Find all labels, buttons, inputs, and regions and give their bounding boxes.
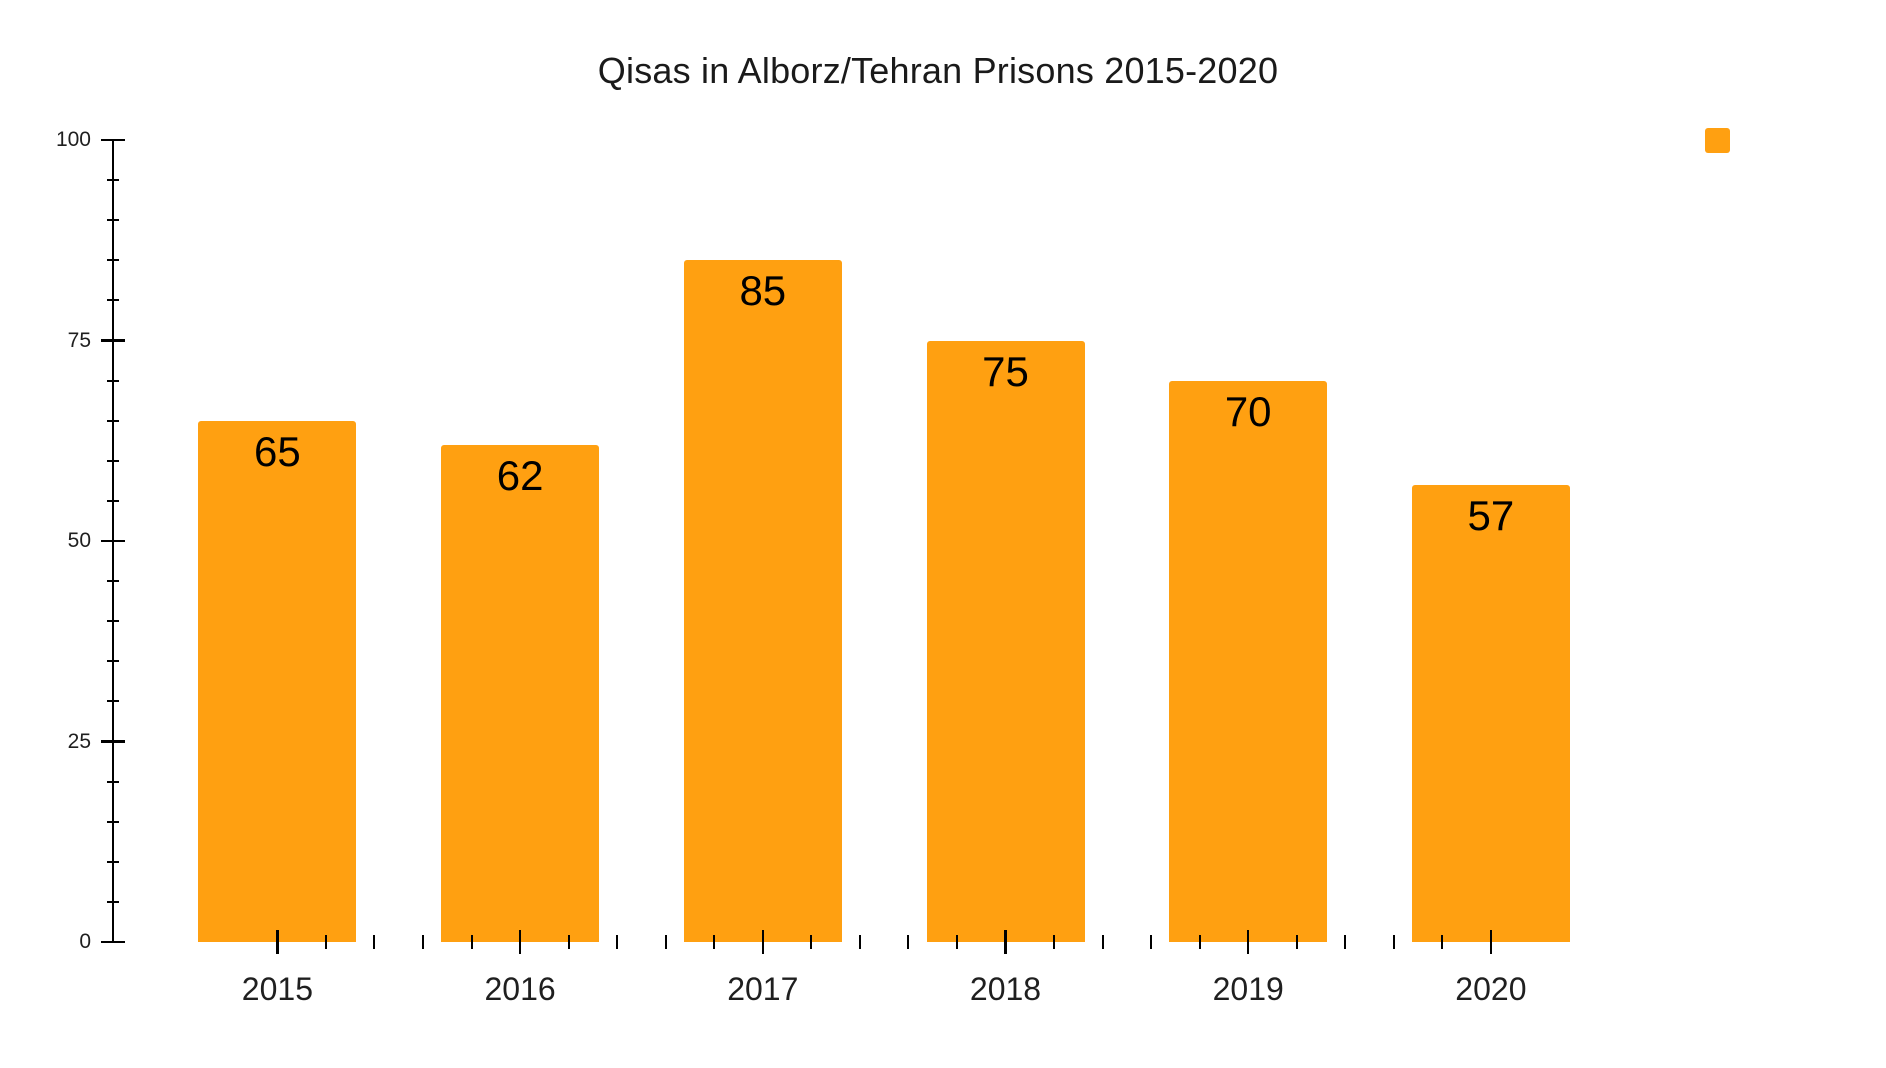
x-axis-major-tick xyxy=(761,930,764,954)
y-axis-minor-tick xyxy=(107,419,119,422)
y-axis-minor-tick xyxy=(107,179,119,182)
y-axis-minor-tick xyxy=(107,379,119,382)
y-axis-major-tick xyxy=(101,539,125,543)
x-axis-major-tick xyxy=(276,930,279,954)
y-axis-minor-tick xyxy=(107,820,119,823)
x-axis-major-tick xyxy=(1247,930,1250,954)
bar-value-label: 70 xyxy=(1224,387,1272,435)
y-axis-tick-label: 50 xyxy=(67,529,91,552)
x-axis-category-label: 2015 xyxy=(241,971,313,1007)
x-axis-minor-tick xyxy=(324,935,327,949)
bar-2016 xyxy=(441,444,600,942)
y-axis-tick-label: 25 xyxy=(67,729,91,753)
x-axis-minor-tick xyxy=(1198,935,1201,949)
x-axis-major-tick xyxy=(518,930,522,954)
x-axis-minor-tick xyxy=(1295,935,1298,949)
x-axis-category-label: 2017 xyxy=(727,971,799,1007)
bar-value-label: 75 xyxy=(982,347,1029,395)
x-axis-minor-tick xyxy=(858,935,861,949)
x-axis-minor-tick xyxy=(616,935,619,949)
y-axis-tick-label: 0 xyxy=(79,930,91,953)
x-axis-category-label: 2018 xyxy=(969,971,1042,1007)
x-axis-minor-tick xyxy=(907,935,910,949)
x-axis-minor-tick xyxy=(1441,935,1444,949)
bar-2020 xyxy=(1411,484,1570,942)
x-axis-minor-tick xyxy=(1392,935,1395,949)
y-axis-minor-tick xyxy=(107,299,119,302)
bar-value-label: 85 xyxy=(739,267,787,315)
y-axis-minor-tick xyxy=(107,620,119,623)
y-axis-major-tick xyxy=(101,138,125,142)
x-axis-major-tick xyxy=(1489,930,1493,954)
x-axis-minor-tick xyxy=(664,935,667,949)
chart-title: Qisas in Alborz/Tehran Prisons 2015-2020 xyxy=(597,50,1279,91)
y-axis-minor-tick xyxy=(107,259,119,262)
y-axis-minor-tick xyxy=(107,900,119,903)
y-axis-minor-tick xyxy=(107,459,119,462)
x-axis-minor-tick xyxy=(1053,935,1056,949)
x-axis-minor-tick xyxy=(1101,935,1104,949)
bar-value-label: 57 xyxy=(1467,491,1515,539)
bar-2015 xyxy=(198,420,357,942)
legend xyxy=(1705,128,1730,153)
x-axis-minor-tick xyxy=(713,935,716,949)
y-axis-minor-tick xyxy=(107,499,119,502)
x-axis-minor-tick xyxy=(810,935,813,949)
bar-value-label: 65 xyxy=(254,427,301,475)
x-axis-major-tick xyxy=(1004,930,1007,954)
y-axis-minor-tick xyxy=(107,660,119,663)
bar-2018 xyxy=(926,340,1085,942)
x-axis-minor-tick xyxy=(1344,935,1347,949)
x-axis-minor-tick xyxy=(1150,935,1153,949)
y-axis-minor-tick xyxy=(107,219,119,222)
x-axis-minor-tick xyxy=(470,935,473,949)
bar-value-label: 62 xyxy=(496,451,544,499)
x-axis-minor-tick xyxy=(373,935,376,949)
x-axis-category-label: 2016 xyxy=(484,971,556,1007)
x-axis-minor-tick xyxy=(422,935,425,949)
y-axis-tick-label: 75 xyxy=(67,328,91,352)
y-axis-tick-label: 100 xyxy=(55,128,91,151)
x-axis-category-label: 2020 xyxy=(1455,971,1527,1007)
x-axis-minor-tick xyxy=(567,935,570,949)
x-axis-category-label: 2019 xyxy=(1212,971,1284,1007)
bar-2017 xyxy=(683,260,842,942)
y-axis-minor-tick xyxy=(107,860,119,863)
x-axis-minor-tick xyxy=(955,935,958,949)
y-axis-minor-tick xyxy=(107,700,119,703)
bar-2019 xyxy=(1169,380,1328,942)
y-axis-major-tick xyxy=(101,940,125,944)
legend-swatch xyxy=(1705,128,1730,153)
y-axis-major-tick xyxy=(101,339,125,342)
y-axis-minor-tick xyxy=(107,580,119,583)
y-axis-minor-tick xyxy=(107,780,119,783)
y-axis-major-tick xyxy=(101,740,125,743)
